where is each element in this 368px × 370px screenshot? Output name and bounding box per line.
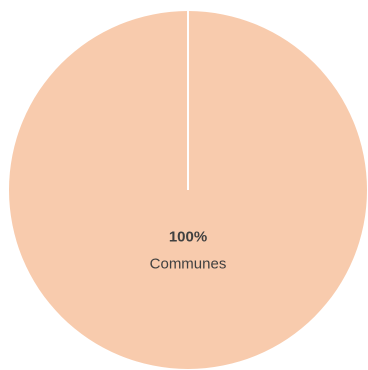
slice-value-label: 100% bbox=[169, 229, 207, 246]
slice-category-label: Communes bbox=[150, 256, 227, 273]
